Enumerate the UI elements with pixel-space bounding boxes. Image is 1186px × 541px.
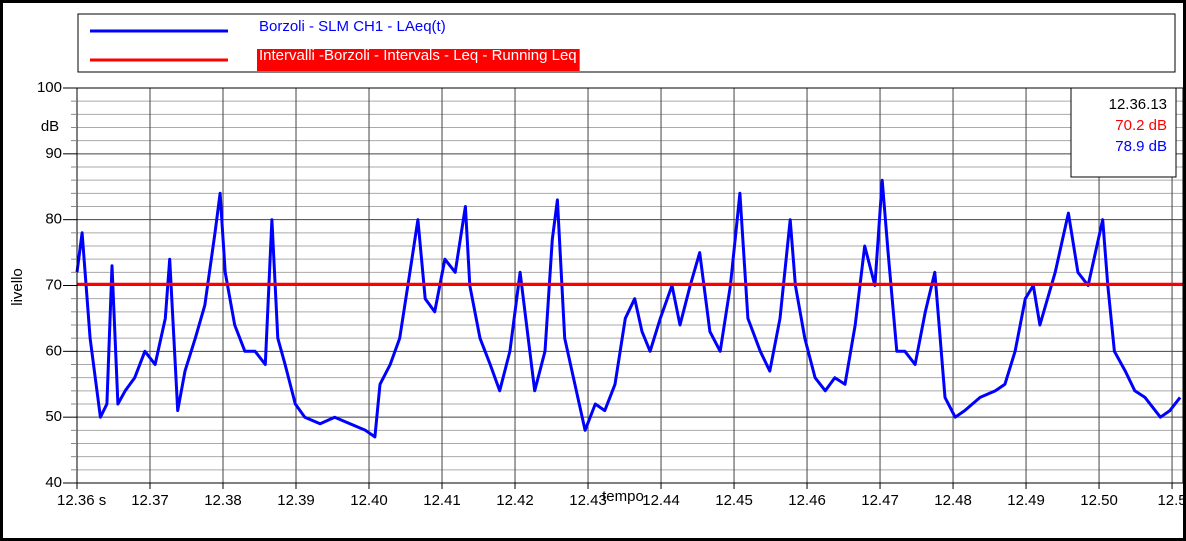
y-tick-label: 90	[45, 145, 62, 162]
x-tick-label: 12.48	[934, 492, 972, 509]
y-axis-label: livello	[9, 268, 26, 306]
x-tick-label: 12.45	[715, 492, 753, 509]
data-line	[75, 178, 1182, 439]
y-tick-label: 60	[45, 342, 62, 359]
x-tick-label: 12.49	[1007, 492, 1045, 509]
y-unit: dB	[41, 118, 59, 135]
readout-value: 78.9 dB	[1115, 138, 1167, 155]
x-tick-label: 12.36 s	[57, 492, 106, 509]
legend-label-bg	[257, 49, 580, 71]
y-tick-label: 70	[45, 276, 62, 293]
readout-value: 70.2 dB	[1115, 117, 1167, 134]
x-tick-label: 12.47	[861, 492, 899, 509]
x-tick-label: 12.40	[350, 492, 388, 509]
x-tick-label: 12.5	[1157, 492, 1186, 509]
readout-time: 12.36.13	[1109, 96, 1167, 113]
y-tick-label: 40	[45, 474, 62, 491]
legend	[77, 13, 1176, 73]
x-tick-label: 12.39	[277, 492, 315, 509]
y-tick-label: 80	[45, 211, 62, 228]
x-tick-label: 12.42	[496, 492, 534, 509]
legend-label: Borzoli - SLM CH1 - LAeq(t)	[259, 18, 446, 35]
y-tick-label: 50	[45, 408, 62, 425]
x-tick-label: 12.38	[204, 492, 242, 509]
legend-items: Borzoli - SLM CH1 - LAeq(t) Intervalli -B…	[90, 18, 580, 71]
y-tick-label: 100	[37, 79, 62, 96]
readout-box	[1070, 87, 1177, 178]
x-tick-label: 12.41	[423, 492, 461, 509]
legend-label: Intervalli -Borzoli - Intervals - Leq - …	[259, 47, 577, 64]
x-tick-label: 12.43	[569, 492, 607, 509]
x-tick-label: 12.37	[131, 492, 169, 509]
x-tick-label: 12.50	[1080, 492, 1118, 509]
series-layer	[75, 178, 1183, 439]
x-axis-label: tempo	[602, 488, 644, 505]
x-tick-label: 12.44	[642, 492, 680, 509]
x-tick-label: 12.46	[788, 492, 826, 509]
